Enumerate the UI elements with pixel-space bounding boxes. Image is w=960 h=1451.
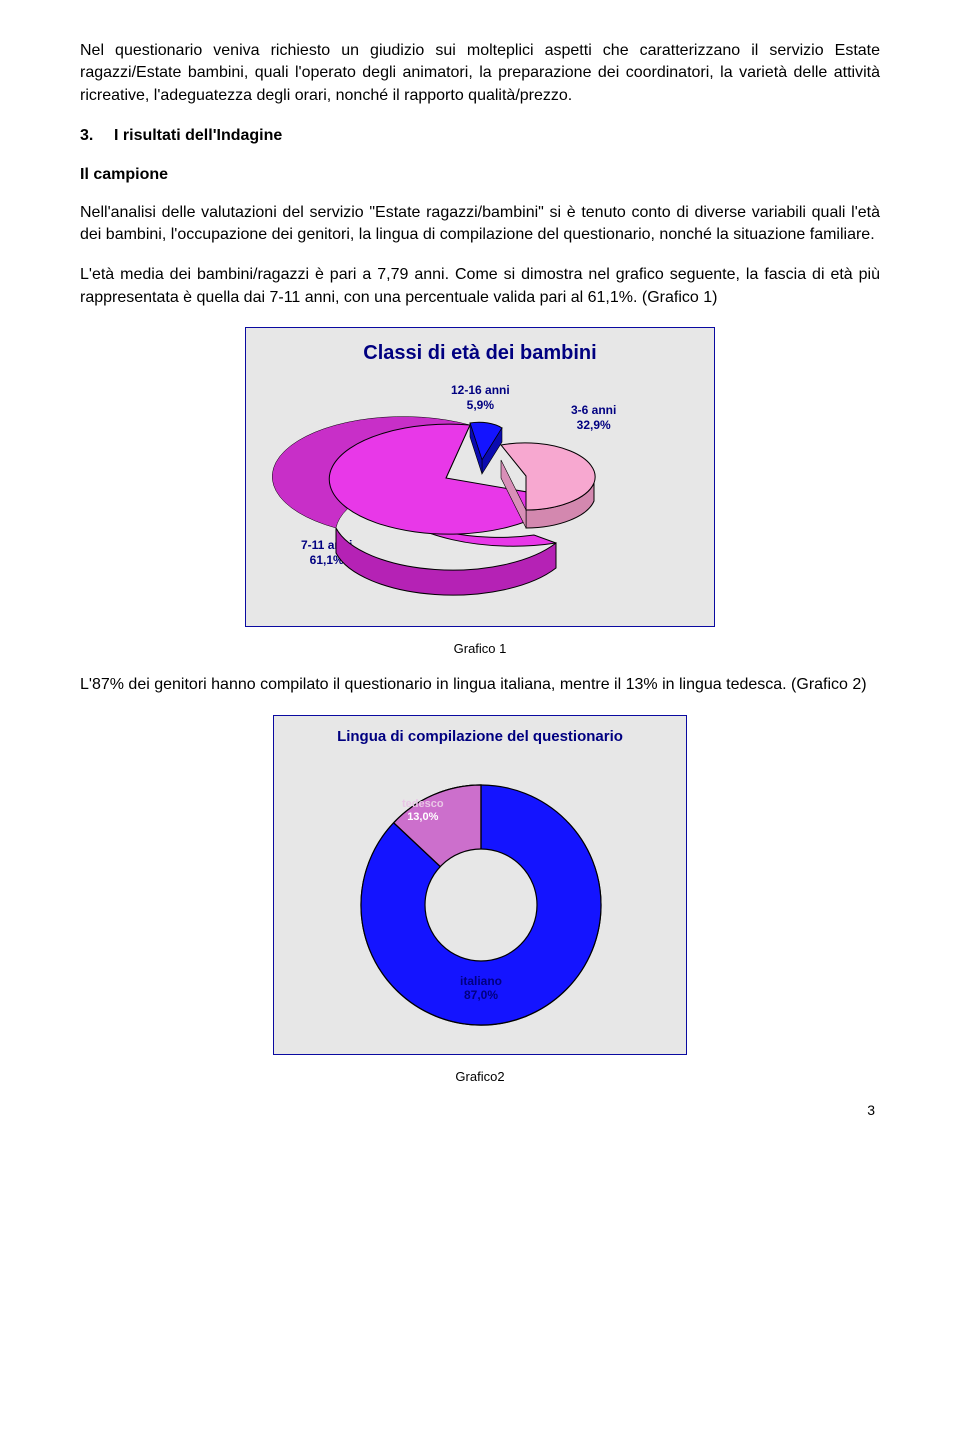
section-heading: 3.I risultati dell'Indagine	[80, 125, 880, 147]
paragraph-intro: Nel questionario veniva richiesto un giu…	[80, 40, 880, 107]
chart1-title: Classi di età dei bambini	[246, 328, 714, 365]
document-page: Nel questionario veniva richiesto un giu…	[0, 0, 960, 1148]
chart1-svg	[246, 368, 716, 628]
paragraph-age: L'età media dei bambini/ragazzi è pari a…	[80, 264, 880, 309]
chart2-title: Lingua di compilazione del questionario	[274, 716, 686, 745]
subsection-heading: Il campione	[80, 166, 880, 184]
heading-number: 3.	[80, 125, 114, 147]
donut-hole	[425, 849, 537, 961]
chart2-caption: Grafico2	[80, 1069, 880, 1084]
age-classes-chart: Classi di età dei bambini 12-16 anni 5,9…	[245, 327, 715, 627]
heading-text: I risultati dell'Indagine	[114, 127, 282, 144]
paragraph-sample: Nell'analisi delle valutazioni del servi…	[80, 202, 880, 247]
page-number: 3	[80, 1102, 880, 1118]
chart2-svg	[274, 750, 688, 1050]
language-chart: Lingua di compilazione del questionario …	[273, 715, 687, 1055]
chart1-caption: Grafico 1	[80, 641, 880, 656]
slice-12-16	[470, 422, 502, 474]
chart2-label-italiano: italiano 87,0%	[460, 974, 502, 1003]
chart2-label-tedesco: tedesco 13,0%	[402, 798, 444, 824]
paragraph-language: L'87% dei genitori hanno compilato il qu…	[80, 674, 880, 696]
